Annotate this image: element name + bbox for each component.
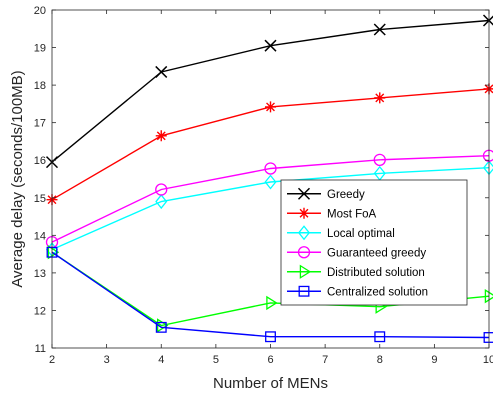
data-point-3-3 (373, 153, 386, 166)
x-tick-label-3: 5 (213, 354, 219, 366)
legend-marker-3 (297, 246, 311, 259)
y-tick-label-3: 14 (34, 230, 46, 242)
y-tick-label-2: 13 (34, 268, 46, 280)
data-point-4-0 (47, 245, 60, 260)
legend-box (280, 179, 468, 306)
series-line-3 (51, 155, 490, 243)
x-tick-label-2: 4 (158, 354, 164, 366)
data-point-0-2 (264, 39, 277, 52)
data-point-2-2 (264, 174, 277, 190)
legend-item-4: Distributed solution (287, 264, 425, 279)
x-axis-label: Number of MENs (213, 375, 328, 392)
legend-item-5: Centralized solution (287, 285, 428, 298)
y-tick-label-5: 16 (34, 155, 46, 167)
ticks-layer: 2 3 4 5 6 7 8 9 10 11 12 13 14 15 16 17 18 19 20 (34, 5, 493, 366)
y-tick-label-6: 17 (34, 118, 46, 130)
y-tick-label-1: 12 (34, 305, 46, 317)
data-point-5-2 (265, 331, 276, 343)
y-axis-label: Average delay (seconds/100MB) (9, 70, 26, 287)
x-tick-label-8: 10 (483, 354, 493, 366)
y-tick-label-4: 15 (34, 193, 46, 205)
y-tick-label-8: 19 (34, 43, 46, 55)
data-point-4-2 (266, 295, 278, 311)
legend-label-1: Most FoA (327, 208, 377, 220)
y-tick-label-9: 20 (34, 5, 46, 17)
legend-marker-2 (297, 225, 311, 241)
data-point-1-1 (155, 130, 167, 142)
legend-label-0: Greedy (327, 189, 365, 201)
data-point-0-1 (155, 65, 168, 78)
data-point-3-1 (155, 183, 168, 196)
x-tick-label-6: 8 (377, 354, 383, 366)
y-tick-label-7: 18 (34, 80, 46, 92)
legend-marker-0 (297, 187, 311, 200)
legend-item-2: Local optimal (287, 225, 395, 241)
legend-marker-5 (298, 285, 310, 297)
data-point-5-1 (155, 321, 167, 333)
series-line-2 (51, 167, 490, 251)
x-tick-label-0: 2 (49, 354, 55, 366)
x-tick-label-7: 9 (431, 354, 437, 366)
series-line-5 (51, 251, 490, 339)
legend-label-4: Distributed solution (327, 267, 425, 279)
data-point-2-1 (155, 193, 168, 210)
legend-item-3: Guaranteed greedy (287, 246, 426, 259)
x-tick-label-4: 6 (267, 354, 273, 366)
legend: Greedy Most FoA Local optimal Guaranteed gr… (280, 179, 468, 306)
legend-marker-4 (299, 264, 312, 279)
data-point-1-2 (265, 101, 276, 113)
data-point-5-3 (374, 331, 386, 343)
series-5 (46, 246, 493, 343)
legend-label-5: Centralized solution (327, 286, 428, 298)
x-tick-label-5: 7 (322, 354, 328, 366)
y-tick-label-0: 11 (35, 343, 46, 355)
legend-label-3: Guaranteed greedy (327, 247, 426, 259)
legend-marker-1 (298, 207, 310, 219)
data-point-0-3 (373, 23, 386, 36)
data-point-4-4 (484, 289, 493, 304)
legend-item-0: Greedy (287, 187, 365, 201)
data-point-1-3 (374, 92, 386, 104)
data-point-3-2 (264, 162, 277, 175)
legend-item-1: Most FoA (287, 207, 377, 220)
legend-label-2: Local optimal (327, 228, 395, 240)
x-tick-label-1: 3 (104, 354, 110, 366)
